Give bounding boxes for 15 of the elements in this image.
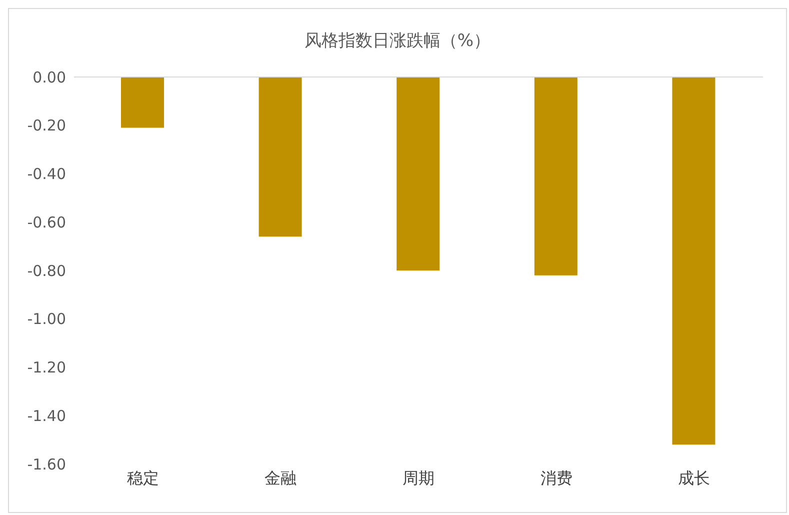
y-tick-label: -0.40 <box>27 165 66 184</box>
y-tick-label: -0.20 <box>27 116 66 135</box>
y-tick-label: -1.40 <box>27 406 66 425</box>
y-tick-label: -0.80 <box>27 262 66 280</box>
chart-title: 风格指数日涨跌幅（%） <box>303 30 492 53</box>
y-tick-label: -1.60 <box>27 455 66 474</box>
y-tick-label: -1.20 <box>27 358 66 377</box>
x-tick-label: 稳定 <box>126 468 159 488</box>
x-tick-label: 金融 <box>264 468 297 488</box>
y-tick-label: -1.00 <box>27 310 66 328</box>
y-tick-label: -0.60 <box>27 213 66 232</box>
x-tick-label: 成长 <box>678 468 710 488</box>
x-tick-label: 周期 <box>402 468 434 488</box>
y-tick-label: 0.00 <box>32 68 66 86</box>
x-tick-label: 消费 <box>540 468 572 488</box>
